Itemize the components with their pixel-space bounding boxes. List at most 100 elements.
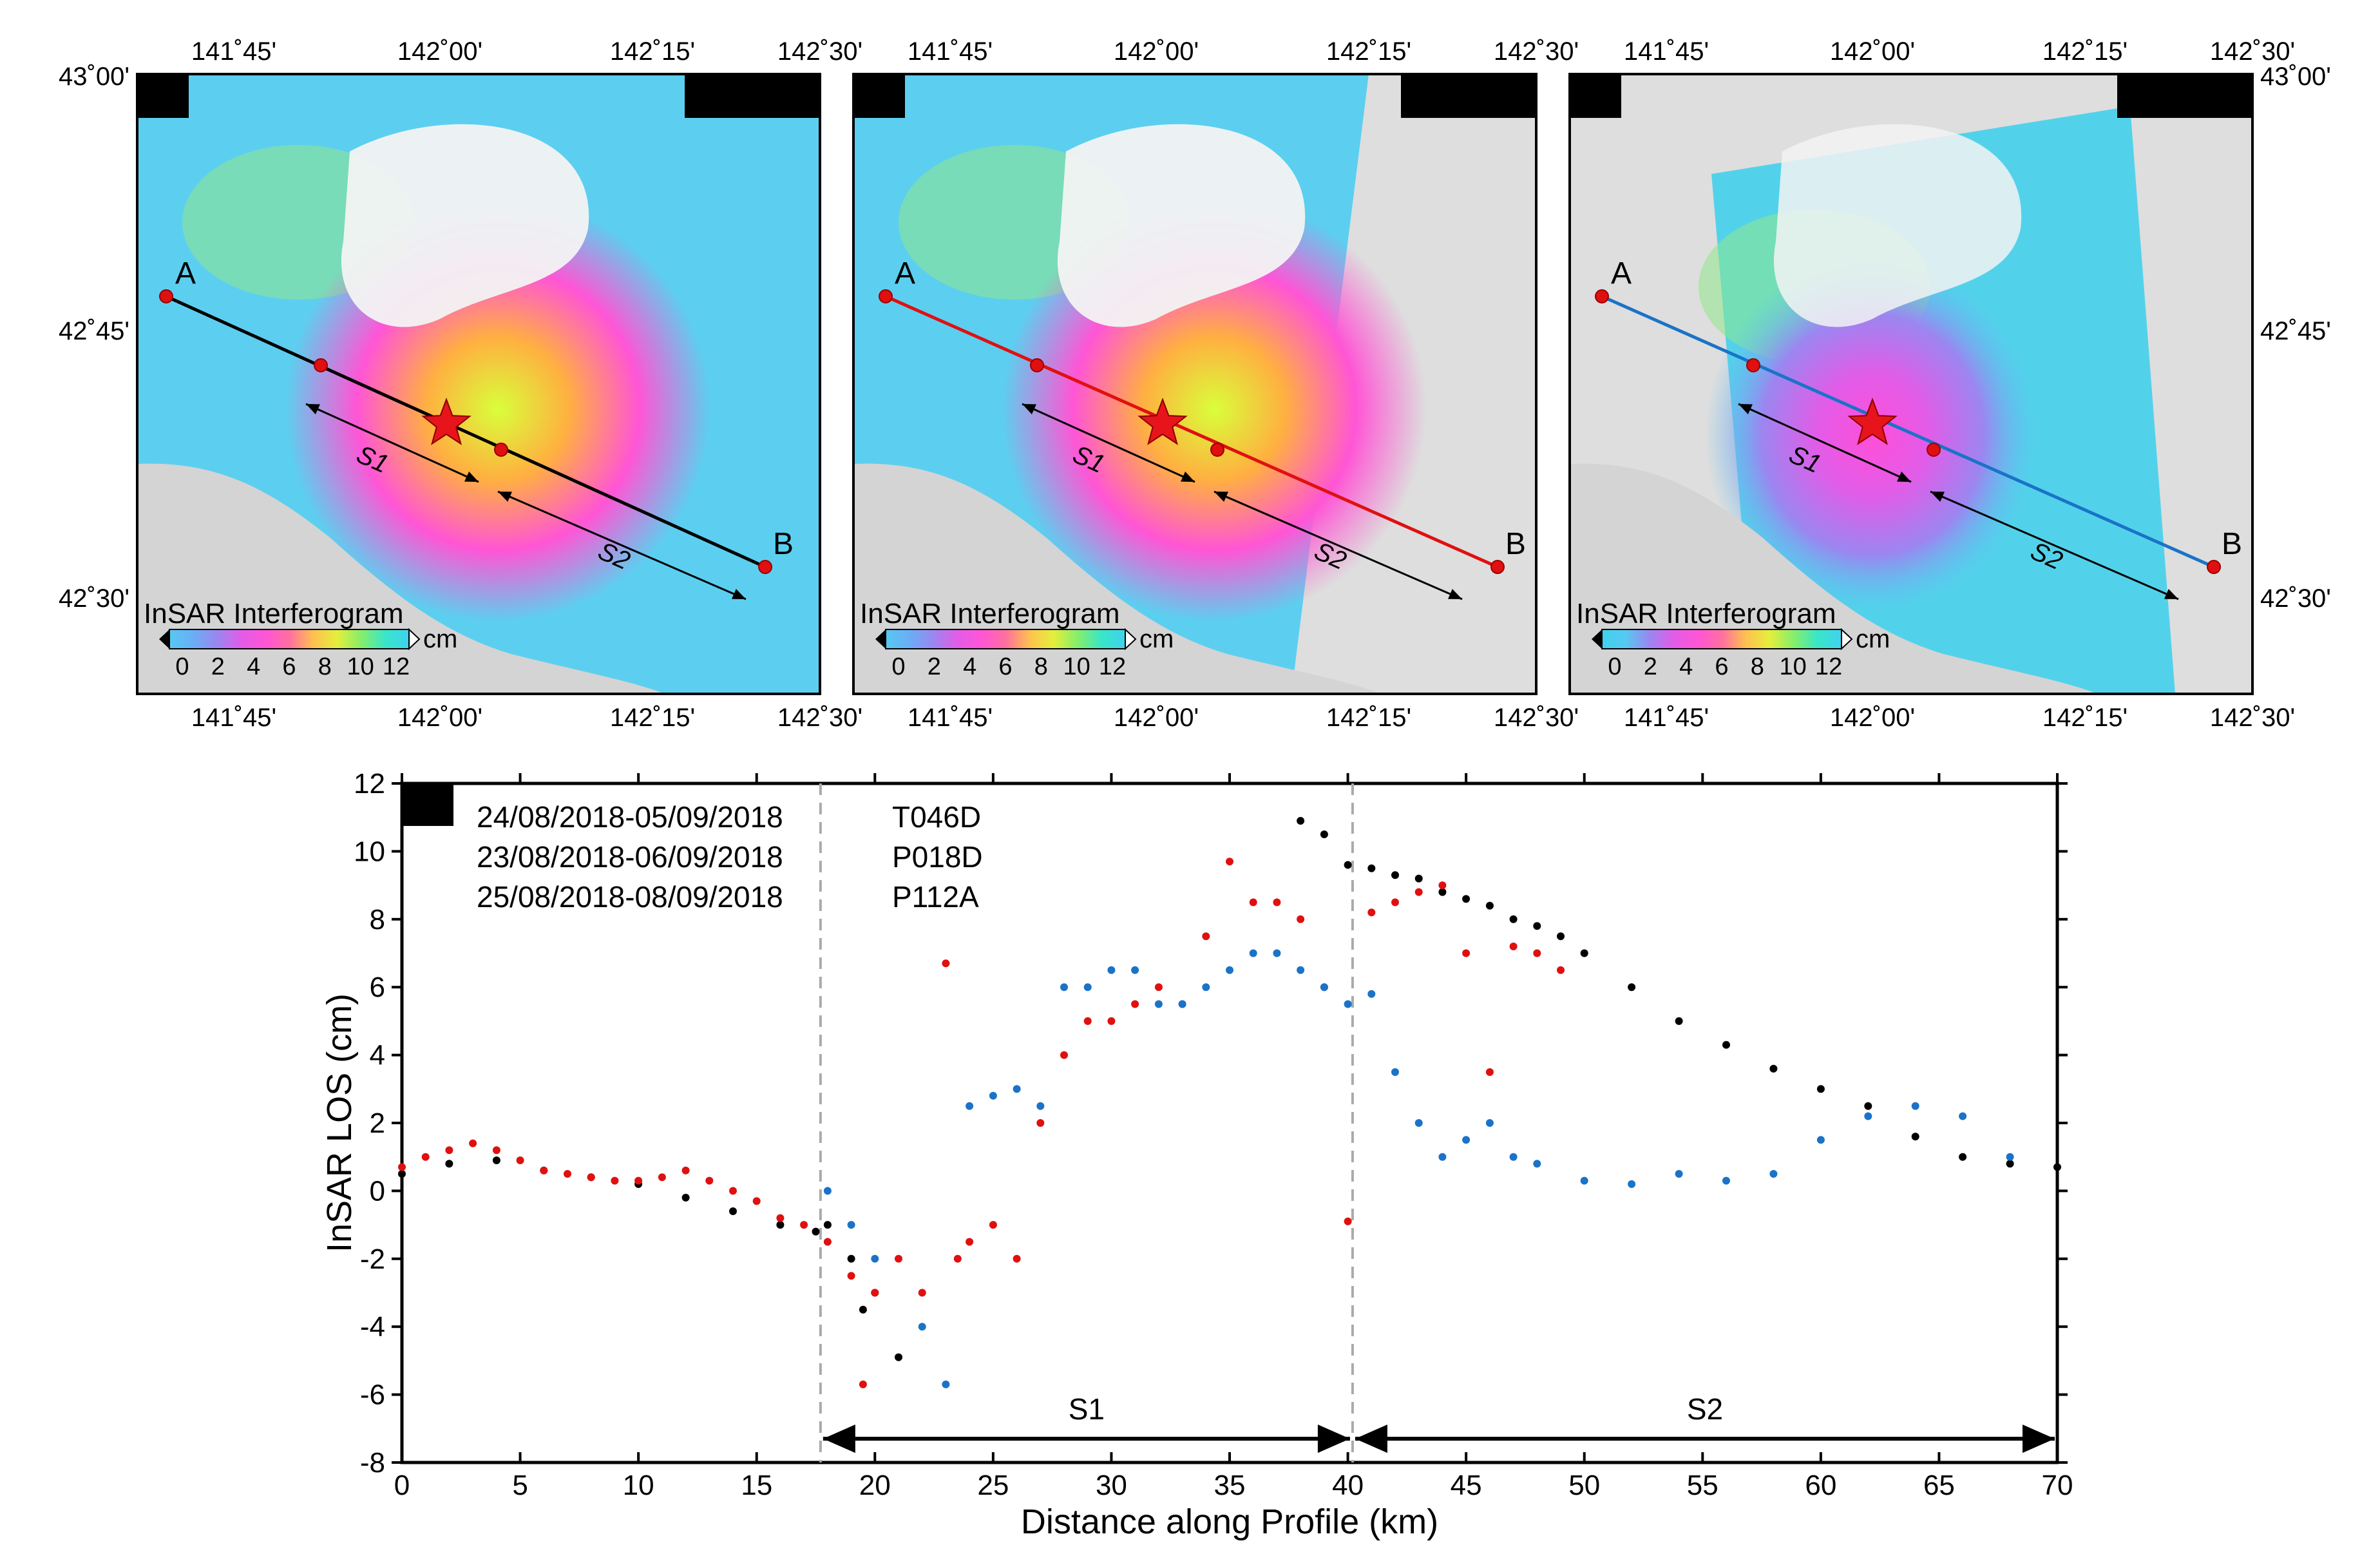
s2-arrow-head xyxy=(2164,589,2178,599)
profile-end-label: B xyxy=(1505,527,1526,561)
map-y-tick: 42˚30' xyxy=(2260,584,2331,613)
data-point xyxy=(1344,861,1352,869)
map-x-tick-top: 142˚00' xyxy=(1114,37,1199,66)
data-point xyxy=(1628,1180,1636,1188)
map-x-tick-bottom: 142˚30' xyxy=(777,704,862,732)
data-point xyxy=(1438,1153,1447,1161)
data-point xyxy=(681,1193,690,1202)
x-tick-label: 30 xyxy=(1096,1470,1127,1501)
data-point xyxy=(871,1254,879,1263)
x-tick-label: 5 xyxy=(512,1470,528,1501)
x-tick-label: 0 xyxy=(394,1470,410,1501)
profile-start-label: A xyxy=(895,256,915,291)
s1-arrow-head xyxy=(306,404,320,415)
map-x-tick-top: 142˚30' xyxy=(2210,37,2295,66)
colorbar-unit: cm xyxy=(1139,625,1174,653)
data-point xyxy=(776,1214,785,1222)
data-point xyxy=(1083,1017,1092,1025)
profile-node xyxy=(879,289,893,303)
colorbar-tick-label: 4 xyxy=(1679,653,1693,680)
x-tick-label: 65 xyxy=(1923,1470,1955,1501)
data-point xyxy=(1320,983,1328,992)
data-point xyxy=(847,1254,855,1263)
data-point xyxy=(1722,1040,1730,1049)
data-point xyxy=(1485,901,1494,910)
map-y-tick: 42˚45' xyxy=(59,317,129,345)
s1-arrow xyxy=(305,403,479,483)
x-tick-label: 55 xyxy=(1687,1470,1718,1501)
map-x-tick-top: 142˚15' xyxy=(1326,37,1411,66)
x-axis-label: Distance along Profile (km) xyxy=(1021,1502,1438,1541)
colorbar-title: InSAR Interferogram xyxy=(144,598,404,629)
data-point xyxy=(1911,1133,1919,1141)
track-label-bg xyxy=(1401,74,1536,118)
data-point xyxy=(681,1166,690,1175)
map-y-tick: 42˚45' xyxy=(2260,317,2331,345)
s1-arrow-head xyxy=(1897,471,1911,482)
profile-chart: 0 5 10 15 20 25 30 35 40 45 50 55 60 65 70 -8-6-4-2024… xyxy=(320,768,2073,1541)
colorbar-tick-label: 4 xyxy=(247,653,260,680)
data-point xyxy=(1414,1119,1423,1127)
colorbar-tick-label: 2 xyxy=(928,653,941,680)
map-x-tick-top: 142˚30' xyxy=(1494,37,1579,66)
map-x-tick-top: 142˚30' xyxy=(777,37,862,66)
data-point xyxy=(1367,908,1376,917)
data-point xyxy=(492,1146,500,1155)
data-point xyxy=(1107,1017,1116,1025)
colorbar-tick-label: 6 xyxy=(1715,653,1728,680)
data-point xyxy=(1202,983,1210,992)
panel-label-bg xyxy=(137,74,189,118)
data-point xyxy=(1816,1136,1825,1144)
x-tick-label: 70 xyxy=(2042,1470,2073,1501)
data-point xyxy=(658,1173,666,1182)
epicenter-star-icon xyxy=(1138,398,1188,445)
data-point xyxy=(492,1156,500,1164)
data-point xyxy=(1154,1000,1163,1008)
data-point xyxy=(1462,949,1471,957)
map-x-tick-bottom: 142˚00' xyxy=(1830,704,1915,732)
panel-label-bg xyxy=(1570,74,1621,118)
profile-node xyxy=(314,358,328,372)
segment-arrows: S1 S2 xyxy=(823,1392,2055,1453)
map-x-tick-top: 142˚15' xyxy=(610,37,695,66)
data-point xyxy=(942,1380,950,1388)
map-x-tick-bottom: 142˚15' xyxy=(2042,704,2128,732)
x-tick-label: 45 xyxy=(1451,1470,1482,1501)
data-point xyxy=(1297,966,1305,974)
y-tick-label: 4 xyxy=(370,1040,385,1071)
data-point xyxy=(1769,1064,1778,1073)
data-point xyxy=(1509,943,1518,950)
legend-date: 24/08/2018-05/09/2018 xyxy=(477,800,783,834)
data-point xyxy=(1273,898,1281,906)
data-point xyxy=(1083,983,1092,992)
s1-arrow xyxy=(1738,403,1912,483)
profile-line xyxy=(1601,294,2215,569)
data-point xyxy=(634,1176,643,1185)
data-point xyxy=(1226,858,1233,866)
colorbar xyxy=(885,629,1126,649)
colorbar-right-arrow xyxy=(408,628,421,651)
profile-start-label: A xyxy=(175,256,196,291)
map-frame xyxy=(136,73,821,695)
colorbar xyxy=(1601,629,1842,649)
s1-arrow xyxy=(1022,403,1195,483)
map-frame xyxy=(852,73,1537,695)
colorbar xyxy=(169,629,410,649)
colorbar-tick-label: 2 xyxy=(211,653,225,680)
colorbar-tick-label: 8 xyxy=(318,653,332,680)
colorbar-tick-label: 10 xyxy=(1063,653,1090,680)
colorbar-tick-label: 12 xyxy=(1099,653,1126,680)
data-point xyxy=(1485,1119,1494,1127)
colorbar-title: InSAR Interferogram xyxy=(860,598,1120,629)
profile-node xyxy=(494,443,508,457)
data-point xyxy=(1533,1160,1541,1168)
data-point xyxy=(1557,932,1565,941)
profile-start-label: A xyxy=(1611,256,1632,291)
track-label-bg xyxy=(2117,74,2252,118)
y-tick-label: 10 xyxy=(354,836,385,867)
data-point xyxy=(1911,1102,1919,1110)
data-points xyxy=(398,817,2061,1388)
